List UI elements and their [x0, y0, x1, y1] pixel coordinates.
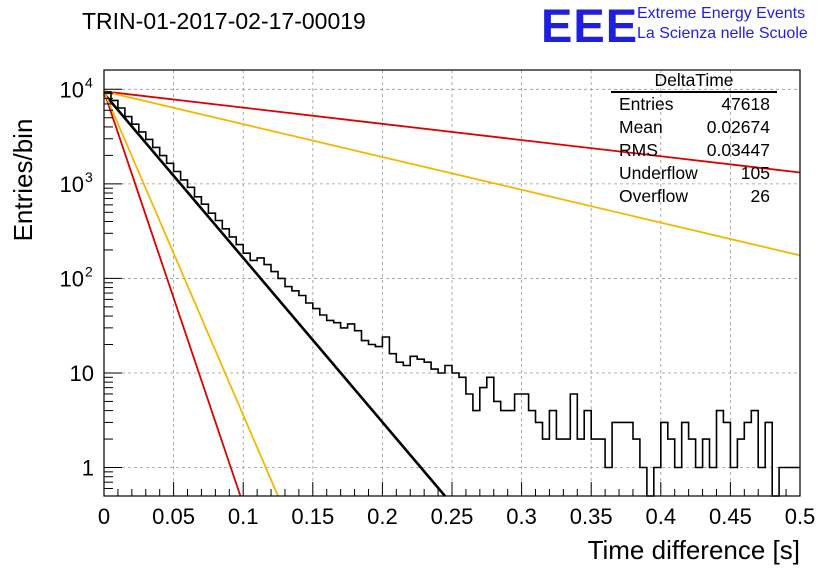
- x-tick-label: 0.4: [646, 504, 677, 529]
- stats-label: Entries: [619, 94, 674, 114]
- stats-label: Underflow: [619, 163, 698, 183]
- stats-value: 0.03447: [706, 140, 770, 160]
- y-tick-exponent: 2: [85, 263, 93, 279]
- logo-tagline-2: La Scienza nelle Scuole: [637, 25, 808, 42]
- x-tick-label: 0.5: [785, 504, 816, 529]
- black-curve: [103, 92, 446, 497]
- stats-row-entries: Entries 47618: [611, 93, 777, 116]
- stats-label: Mean: [619, 117, 663, 137]
- chart-title: TRIN-01-2017-02-17-00019: [82, 8, 366, 34]
- yellow-curve: [103, 91, 279, 497]
- yellow-curve: [103, 90, 801, 257]
- tick-marks: [103, 88, 801, 497]
- y-tick-exponent: 4: [85, 74, 93, 90]
- red-curve: [103, 91, 242, 497]
- red-curve: [103, 90, 801, 174]
- y-tick-label: 10: [60, 77, 84, 102]
- x-tick-label: 0.3: [506, 504, 537, 529]
- x-tick-label: 0.05: [152, 504, 195, 529]
- y-tick-label: 10: [70, 361, 94, 386]
- x-tick-label: 0.25: [431, 504, 474, 529]
- x-tick-label: 0.45: [709, 504, 752, 529]
- y-axis-label: Entries/bin: [8, 119, 38, 242]
- x-tick-label: 0: [98, 504, 110, 529]
- stats-value: 26: [750, 186, 770, 206]
- y-tick-label: 1: [82, 456, 94, 481]
- x-tick-label: 0.2: [367, 504, 398, 529]
- x-axis-label: Time difference [s]: [588, 535, 800, 565]
- series-layer: [103, 90, 801, 497]
- tick-labels: 0 0.05 0.1 0.15 0.2 0.25 0.3 0.35 0.4 0.45 0.5 1 10 1…: [60, 74, 816, 529]
- stats-value: 47618: [721, 94, 770, 114]
- stats-value: 105: [740, 163, 770, 183]
- x-tick-label: 0.1: [228, 504, 259, 529]
- y-tick-label: 10: [60, 266, 84, 291]
- stats-box: DeltaTime Entries 47618 Mean 0.02674 RMS…: [611, 69, 777, 208]
- stats-label: RMS: [619, 140, 658, 160]
- x-tick-label: 0.35: [570, 504, 613, 529]
- stats-row-underflow: Underflow 105: [611, 162, 777, 185]
- y-tick-label: 10: [60, 172, 84, 197]
- eee-logo: EEE: [541, 0, 639, 52]
- stats-value: 0.02674: [706, 117, 770, 137]
- logo-tagline-1: Extreme Energy Events: [637, 5, 806, 22]
- stats-title: DeltaTime: [611, 69, 777, 93]
- stats-label: Overflow: [619, 186, 689, 206]
- x-tick-label: 0.15: [291, 504, 334, 529]
- stats-row-mean: Mean 0.02674: [611, 116, 777, 139]
- stats-row-rms: RMS 0.03447: [611, 139, 777, 162]
- histogram: [104, 91, 800, 497]
- stats-row-overflow: Overflow 26: [611, 185, 777, 208]
- y-tick-exponent: 3: [85, 169, 93, 185]
